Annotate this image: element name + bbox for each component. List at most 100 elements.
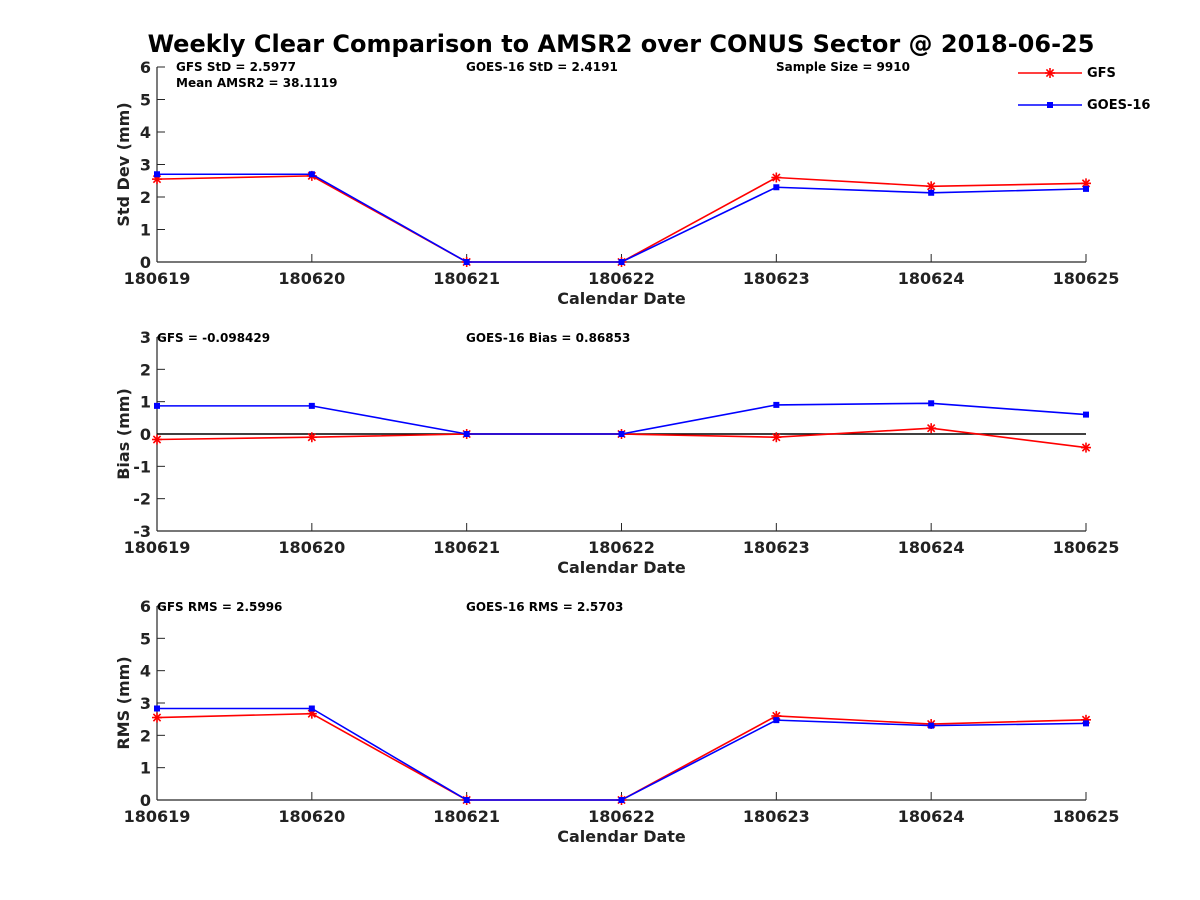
panel-1-series-goes16-point-2 <box>463 259 470 265</box>
panel-3-series-goes16-point-6 <box>1083 720 1089 727</box>
panel-3-series-goes16-line <box>157 707 1087 801</box>
panel-2-ytick-label-5: 2 <box>140 360 151 379</box>
panel-3-series-goes16-point-3 <box>618 797 625 803</box>
panel-2-series-goes16-point-6 <box>1083 411 1089 418</box>
panel1-goes-std-annotation: GOES-16 StD = 2.4191 <box>466 60 618 74</box>
panel-3-xlabel: Calendar Date <box>557 827 686 846</box>
panel-2-ytick-label-1: -2 <box>133 490 151 509</box>
panel-1-series-goes16-point-4 <box>773 184 780 191</box>
panel-1-series-goes16-point-3 <box>618 259 625 265</box>
panel-3-series-goes16-point-1 <box>308 705 315 712</box>
panel-2-xtick-label-1: 180620 <box>278 538 345 557</box>
panel-1-xtick-label-4: 180623 <box>743 269 810 288</box>
panel-1-xtick-label-6: 180625 <box>1053 269 1120 288</box>
panel-3-ytick-label-3: 3 <box>140 694 151 713</box>
panel-1: 0 1 2 3 4 5 6 180619 180620 180621 180622 180623 180… <box>114 58 1119 308</box>
panel-3-xtick-label-5: 180624 <box>898 807 965 826</box>
panel-1-xtick-label-3: 180622 <box>588 269 655 288</box>
panel-2-series-goes16-point-0 <box>154 402 160 409</box>
panel-1-ytick-label-6: 6 <box>140 58 151 77</box>
panel-2-series-gfs-point-4 <box>771 432 782 443</box>
panel-2-ytick-label-6: 3 <box>140 328 151 347</box>
panel-3-ytick-label-1: 1 <box>140 759 151 778</box>
panel-2-series-gfs-point-5 <box>926 423 937 434</box>
panel-2-xtick-label-3: 180622 <box>588 538 655 557</box>
panel-2-series-gfs-point-0 <box>152 434 162 445</box>
panel-3: 0 1 2 3 4 5 6 180619 180620 180621 180622 180623 180… <box>114 597 1119 846</box>
panel-3-xtick-label-6: 180625 <box>1053 807 1120 826</box>
panel-3-series-gfs-line <box>156 712 1087 801</box>
panel-1-ytick-label-3: 3 <box>140 156 151 175</box>
panel-1-series-goes16-point-0 <box>154 171 160 178</box>
panel-1-ylabel: Std Dev (mm) <box>114 102 133 226</box>
figure-title: Weekly Clear Comparison to AMSR2 over CO… <box>147 30 1095 58</box>
panel-2-series-goes16-point-4 <box>773 401 780 408</box>
panel-1-xtick-label-2: 180621 <box>433 269 500 288</box>
panel-3-ytick-label-2: 2 <box>140 726 151 745</box>
panel-1-ytick-label-0: 0 <box>140 253 151 272</box>
panel-3-series-goes16-point-5 <box>928 722 935 729</box>
legend-goes16-label: GOES-16 <box>1087 98 1151 113</box>
panel-1-ytick-label-5: 5 <box>140 91 151 110</box>
panel-1-series-goes16-point-6 <box>1083 185 1089 192</box>
panel2-goes-bias-annotation: GOES-16 Bias = 0.86853 <box>466 331 631 345</box>
panel-3-series-goes16-point-2 <box>463 797 470 803</box>
panel-2-xtick-label-0: 180619 <box>124 538 191 557</box>
panel-2-xlabel: Calendar Date <box>557 558 686 577</box>
panel-1-xtick-label-0: 180619 <box>124 269 191 288</box>
legend-entry-gfs: GFS <box>1010 64 1160 84</box>
panel-3-xtick-label-2: 180621 <box>433 807 500 826</box>
panel-2-xtick-label-4: 180623 <box>743 538 810 557</box>
panel-2-series-gfs-point-6 <box>1081 442 1091 453</box>
panel1-gfs-std-annotation: GFS StD = 2.5977 <box>176 60 296 74</box>
panel-1-series-gfs-line <box>156 175 1087 263</box>
panel-3-series-goes16-point-4 <box>773 717 780 724</box>
panel-2-ytick-label-0: -3 <box>133 522 151 541</box>
panel-3-ytick-label-6: 6 <box>140 597 151 616</box>
panel-2-xtick-label-2: 180621 <box>433 538 500 557</box>
legend: GFS GOES-16 <box>1010 62 1160 122</box>
panel-3-ytick-label-0: 0 <box>140 791 151 810</box>
panel-2-ytick-label-3: 0 <box>140 425 151 444</box>
panel-2-ytick-label-2: -1 <box>133 457 151 476</box>
legend-gfs-swatch <box>1018 68 1082 78</box>
panel1-mean-amsr2-annotation: Mean AMSR2 = 38.1119 <box>176 76 338 90</box>
panel-3-ytick-label-5: 5 <box>140 629 151 648</box>
panel-2-ylabel: Bias (mm) <box>114 388 133 480</box>
panel-1-ytick-label-4: 4 <box>140 123 151 142</box>
legend-goes16-swatch <box>1018 102 1082 108</box>
panel-2-xtick-label-6: 180625 <box>1053 538 1120 557</box>
panel1-sample-size-annotation: Sample Size = 9910 <box>776 60 910 74</box>
panel-2-xtick-label-5: 180624 <box>898 538 965 557</box>
panel-1-ytick-label-1: 1 <box>140 221 151 240</box>
panel-2-series-goes16-point-1 <box>308 402 315 409</box>
panel-1-xlabel: Calendar Date <box>557 289 686 308</box>
panel-1-series-gfs-point-5 <box>926 181 937 192</box>
panel-3-xtick-label-1: 180620 <box>278 807 345 826</box>
panel-3-ytick-label-4: 4 <box>140 662 151 681</box>
panel-2-series-goes16-point-2 <box>463 431 470 437</box>
panel-3-xtick-label-4: 180623 <box>743 807 810 826</box>
panel-3-series-gfs-point-0 <box>152 712 162 723</box>
panel-3-xtick-label-3: 180622 <box>588 807 655 826</box>
panel-1-series-goes16-line <box>157 173 1087 263</box>
legend-entry-goes16: GOES-16 <box>1010 96 1160 116</box>
panel-2: -3 -2 -1 0 1 2 3 180619 180620 180621 180622 180623… <box>114 328 1119 577</box>
panel-1-series-goes16-point-5 <box>928 189 935 196</box>
panel-1-xtick-label-1: 180620 <box>278 269 345 288</box>
panel-1-ytick-label-2: 2 <box>140 188 151 207</box>
panel-1-xtick-label-5: 180624 <box>898 269 965 288</box>
panel2-gfs-bias-annotation: GFS = -0.098429 <box>157 331 271 345</box>
panel-2-series-goes16-point-3 <box>618 431 625 437</box>
panel-2-series-goes16-point-5 <box>928 400 935 407</box>
panel-3-series-goes16-point-0 <box>154 705 160 712</box>
panel-2-series-gfs-point-1 <box>306 432 317 443</box>
legend-gfs-label: GFS <box>1087 66 1116 81</box>
panel-1-series-goes16-point-1 <box>308 171 315 178</box>
panel3-goes-rms-annotation: GOES-16 RMS = 2.5703 <box>466 600 624 614</box>
panel-1-series-gfs-point-4 <box>771 172 782 183</box>
panel3-gfs-rms-annotation: GFS RMS = 2.5996 <box>157 600 283 614</box>
panel-3-ylabel: RMS (mm) <box>114 656 133 749</box>
panel-2-ytick-label-4: 1 <box>140 393 151 412</box>
